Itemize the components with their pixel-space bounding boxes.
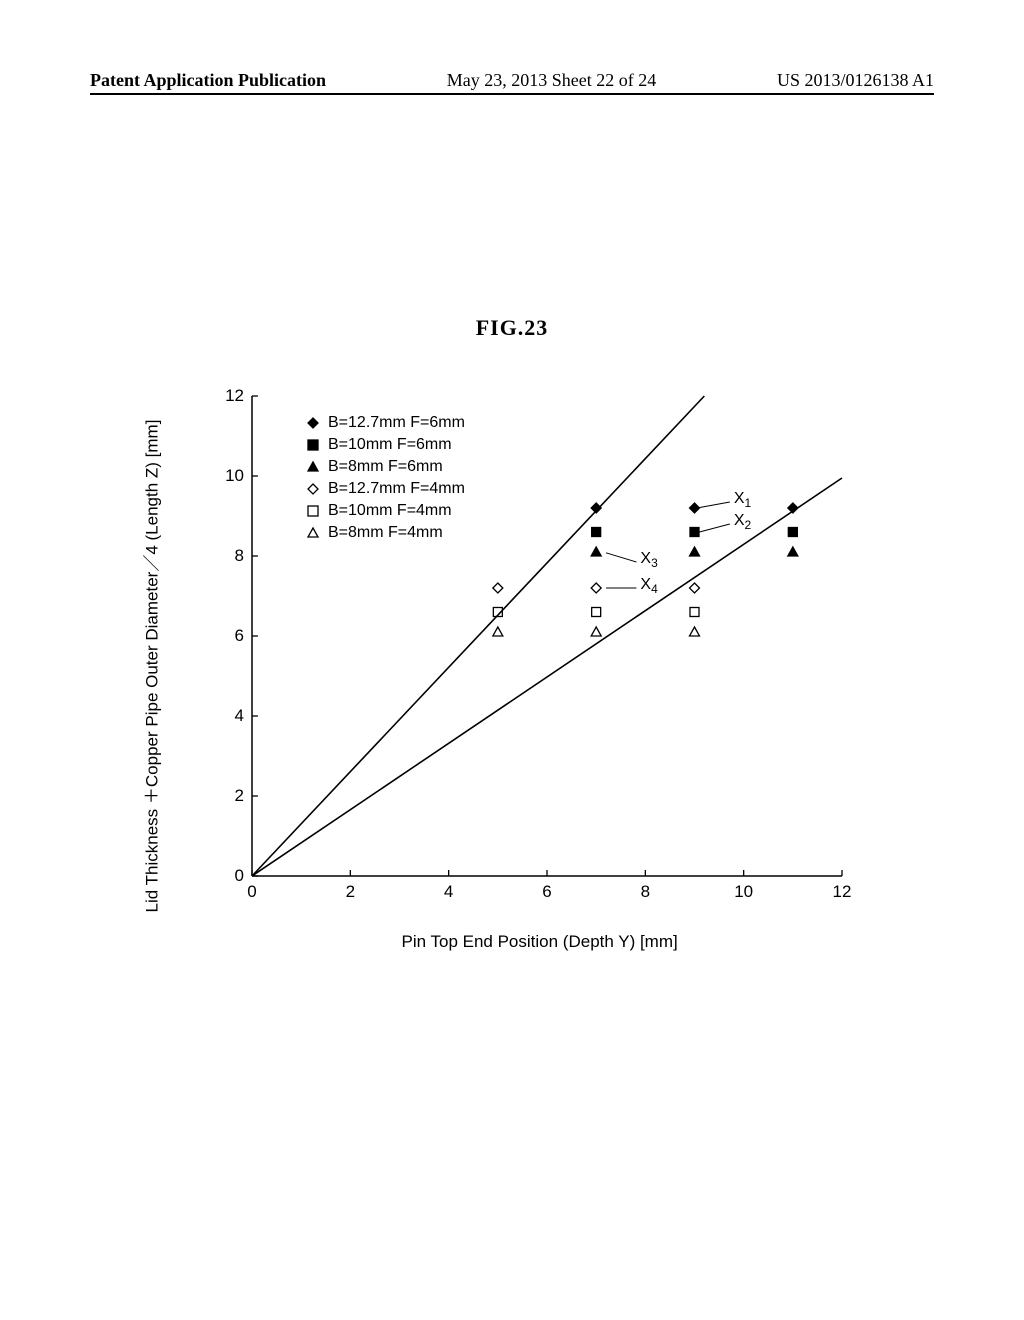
legend-item: B=12.7mm F=6mm xyxy=(304,412,465,434)
legend-label: B=12.7mm F=4mm xyxy=(328,480,465,498)
series-annotation: X3 xyxy=(640,550,657,570)
x-tick-label: 8 xyxy=(630,882,660,902)
y-tick-label: 4 xyxy=(214,706,244,726)
series-annotation: X1 xyxy=(734,490,751,510)
series-annotation: X4 xyxy=(640,576,657,596)
x-tick-label: 4 xyxy=(434,882,464,902)
legend-marker-icon xyxy=(304,526,322,540)
legend-label: B=10mm F=4mm xyxy=(328,502,452,520)
legend-item: B=8mm F=4mm xyxy=(304,522,465,544)
legend-marker-icon xyxy=(304,504,322,518)
legend-item: B=10mm F=4mm xyxy=(304,500,465,522)
y-tick-label: 12 xyxy=(214,386,244,406)
header-sheet: May 23, 2013 Sheet 22 of 24 xyxy=(447,70,656,91)
y-tick-label: 8 xyxy=(214,546,244,566)
x-axis-label: Pin Top End Position (Depth Y) [mm] xyxy=(402,932,678,952)
header-doc-number: US 2013/0126138 A1 xyxy=(777,70,934,91)
patent-header: Patent Application Publication May 23, 2… xyxy=(90,70,934,95)
legend-marker-icon xyxy=(304,460,322,474)
legend-item: B=10mm F=6mm xyxy=(304,434,465,456)
y-tick-label: 10 xyxy=(214,466,244,486)
legend-marker-icon xyxy=(304,438,322,452)
chart-container: Lid Thickness ＋Copper Pipe Outer Diamete… xyxy=(162,386,862,946)
legend-label: B=8mm F=6mm xyxy=(328,458,443,476)
legend-label: B=8mm F=4mm xyxy=(328,524,443,542)
y-axis-label: Lid Thickness ＋Copper Pipe Outer Diamete… xyxy=(138,420,163,913)
legend-marker-icon xyxy=(304,416,322,430)
legend-item: B=8mm F=6mm xyxy=(304,456,465,478)
legend-item: B=12.7mm F=4mm xyxy=(304,478,465,500)
x-tick-label: 6 xyxy=(532,882,562,902)
chart-legend: B=12.7mm F=6mm B=10mm F=6mm B=8mm F=6mm B=1… xyxy=(304,412,465,544)
legend-label: B=10mm F=6mm xyxy=(328,436,452,454)
series-annotation: X2 xyxy=(734,512,751,532)
y-tick-label: 2 xyxy=(214,786,244,806)
x-tick-label: 2 xyxy=(335,882,365,902)
figure-label: FIG.23 xyxy=(90,315,934,341)
x-tick-label: 10 xyxy=(729,882,759,902)
x-tick-label: 0 xyxy=(237,882,267,902)
legend-label: B=12.7mm F=6mm xyxy=(328,414,465,432)
legend-marker-icon xyxy=(304,482,322,496)
y-tick-label: 6 xyxy=(214,626,244,646)
scatter-chart xyxy=(162,386,862,946)
x-tick-label: 12 xyxy=(827,882,857,902)
header-publication: Patent Application Publication xyxy=(90,70,326,91)
